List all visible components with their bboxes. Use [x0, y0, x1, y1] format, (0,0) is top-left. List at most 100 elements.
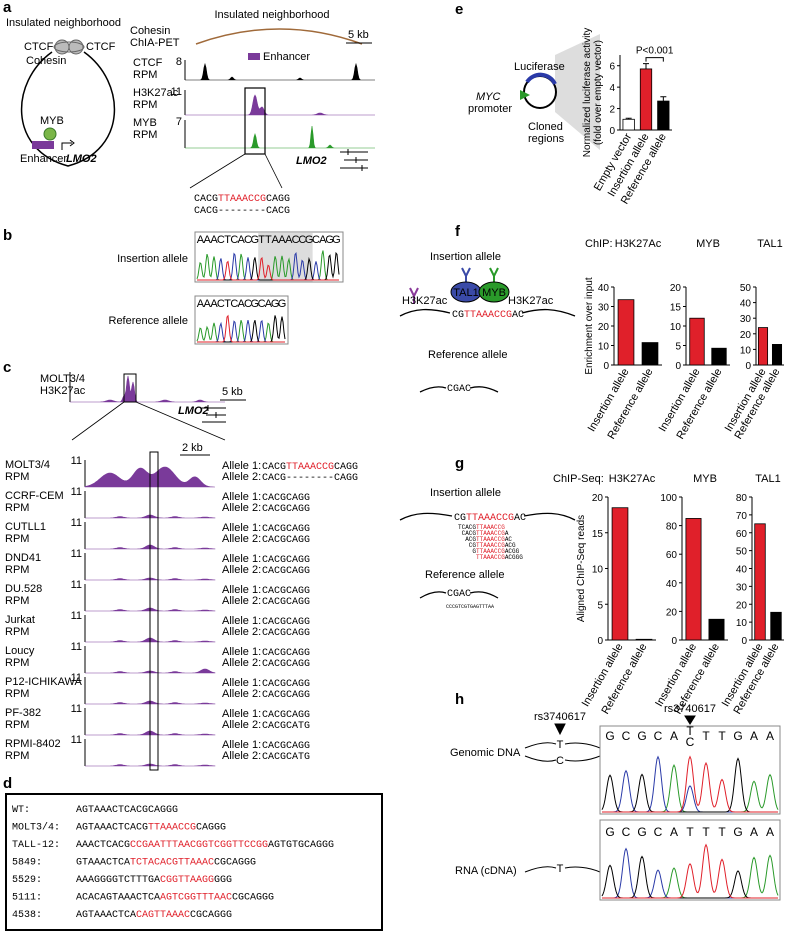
signal-track: [70, 375, 225, 403]
sequence-part: TTAAACCG: [476, 548, 505, 555]
allele-label: Allele 2:: [222, 471, 261, 483]
sequence: CACG--------CACG: [194, 206, 290, 217]
track-unit: RPM: [5, 750, 29, 762]
legend-swatch: [248, 53, 260, 60]
track-max: 11: [71, 734, 82, 746]
track-unit: RPM: [5, 502, 29, 514]
sequence-part: CACGCAGG: [262, 710, 310, 721]
allele-label: Insertion allele: [430, 487, 501, 499]
chromatogram-box: [599, 819, 781, 901]
sequence-part: AGTGTGCAGGG: [268, 840, 334, 851]
y-tick-label: 15: [592, 529, 604, 540]
base-letter: C: [217, 298, 225, 310]
histone-label: H3K27ac: [402, 295, 448, 307]
track-unit: RPM: [133, 99, 157, 111]
allele-label: Allele 1:: [222, 553, 261, 565]
track-max: 11: [71, 703, 82, 715]
track-max: 11: [71, 455, 82, 467]
y-tick-label: 30: [740, 314, 752, 325]
sequence-part: CACGCAGG: [262, 648, 310, 659]
track-unit: RPM: [5, 564, 29, 576]
y-tick-label: 15: [670, 303, 682, 314]
base-letter: A: [670, 825, 678, 839]
base-letter: A: [766, 825, 774, 839]
allele-label: Insertion allele: [430, 251, 501, 263]
base-letter: C: [244, 234, 252, 246]
sequence-part: CGCAGGG: [190, 910, 232, 921]
base-letter: G: [637, 729, 646, 743]
sequence-part: CACGCAGG: [262, 535, 310, 546]
y-tick-label: 30: [736, 582, 748, 593]
track-unit: RPM: [5, 657, 29, 669]
y-tick-label: 10: [592, 565, 604, 576]
sequence-part: AC: [514, 513, 526, 524]
sequence: TCACGTTAAACCG: [458, 524, 505, 531]
myb-protein: [478, 281, 510, 303]
base-letter: A: [278, 234, 286, 246]
base-letter: A: [766, 729, 774, 743]
base-letter: G: [637, 825, 646, 839]
scale-label: 2 kb: [182, 442, 203, 454]
panel-label: d: [3, 775, 12, 792]
sequence-part: CGCAGGG: [214, 858, 256, 869]
y-tick-label: 60: [736, 529, 748, 540]
sequence: CACGTTAAACCGA: [462, 530, 509, 537]
bar: [708, 618, 725, 641]
base-letter: G: [305, 234, 314, 246]
chromatogram-trace: [602, 755, 778, 813]
base-letter: G: [332, 234, 341, 246]
base-letter: C: [230, 298, 238, 310]
allele-label: Allele 2:: [222, 626, 261, 638]
snp-arrow: [554, 723, 566, 736]
base-letter: A: [285, 234, 293, 246]
dna: [524, 742, 601, 749]
track-label: ChIA-PET: [130, 37, 180, 49]
base-letter: A: [210, 298, 218, 310]
sequence-part: ACGGG: [505, 554, 523, 561]
zoom-box: [244, 87, 266, 155]
myb-label: MYB: [40, 115, 64, 127]
y-tick-label: 30: [598, 303, 610, 314]
allele-label: Allele 2:: [222, 750, 261, 762]
bar: [641, 342, 659, 366]
gene-label: LMO2: [296, 155, 327, 167]
chromatogram-box: [194, 231, 344, 283]
track-max: 11: [71, 579, 82, 591]
sequence-part: AAAGGGGTCTTTGA: [76, 875, 160, 886]
sequence-part: GGG: [214, 875, 232, 886]
sequence-part: AGTAAACTCA: [76, 910, 136, 921]
panel-label: e: [455, 1, 463, 18]
sequence-part: CACGCAGG: [262, 493, 310, 504]
sequence: CACGCAGG: [262, 504, 310, 515]
allele-label: Allele 2:: [222, 657, 261, 669]
sequence-part: AC: [512, 310, 524, 321]
base-letter: C: [258, 298, 266, 310]
track-max: 11: [71, 672, 82, 684]
base-letter: G: [605, 729, 614, 743]
base-letter: T: [718, 729, 726, 743]
y-tick-label: 100: [660, 493, 677, 504]
chip-prefix: ChIP-Seq:: [553, 473, 604, 485]
base-letter: T: [702, 825, 710, 839]
allele: T: [557, 739, 564, 751]
base-letter: A: [204, 234, 212, 246]
bar: [611, 507, 629, 641]
promoter-label: MYC: [476, 91, 501, 103]
protein-label: MYB: [482, 287, 506, 299]
track-unit: RPM: [133, 69, 157, 81]
track-max: 8: [176, 56, 182, 68]
y-tick-label: 40: [740, 299, 752, 310]
sequence-part: TTAAACCG: [466, 513, 514, 524]
cohesin-label: Cohesin: [26, 55, 66, 67]
cloned-label: Cloned: [528, 121, 563, 133]
y-tick-label: 5: [675, 342, 681, 353]
bar: [617, 299, 635, 366]
sequence-part: ACG: [465, 536, 476, 543]
sequence-part: AGTAAACTCACGCAGGG: [76, 805, 178, 816]
sequence: CGAC: [447, 384, 471, 395]
histone-label: H3K27ac: [508, 295, 554, 307]
sequence: CGTTAAACCGACG: [469, 542, 516, 549]
sequence: CACGCAGG: [262, 566, 310, 577]
base-letter: A: [750, 825, 758, 839]
